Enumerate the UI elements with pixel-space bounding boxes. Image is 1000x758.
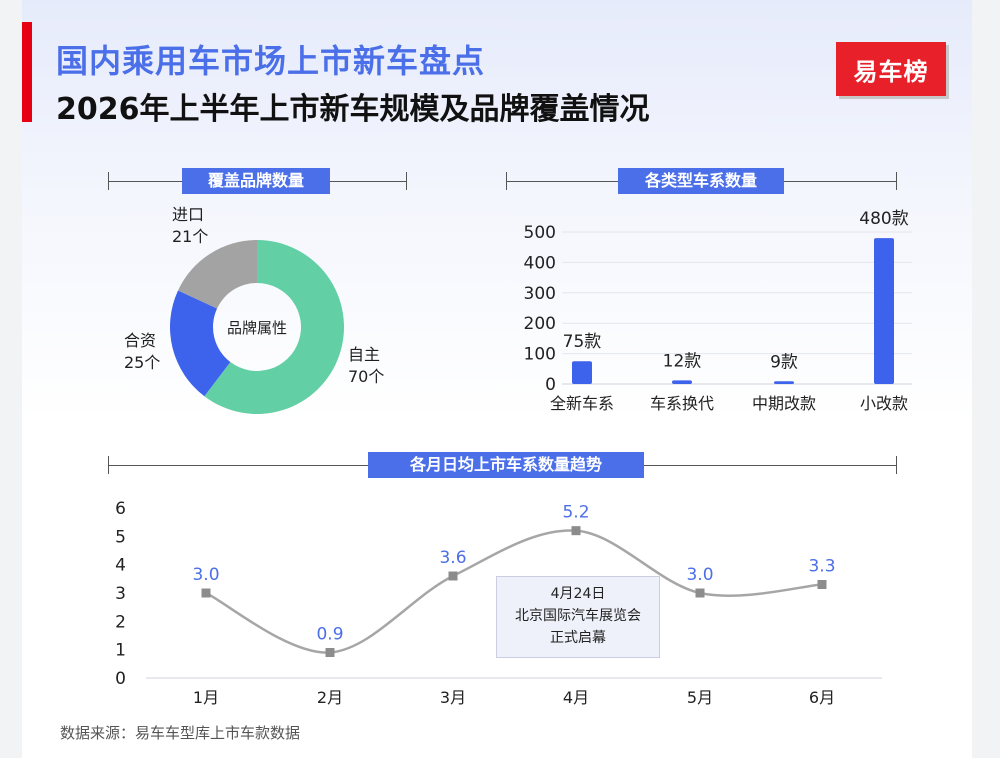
page-title: 国内乘用车市场上市新车盘点 <box>56 42 486 80</box>
line-y-tick-label: 5 <box>115 527 126 547</box>
line-category-label: 3月 <box>440 688 466 707</box>
slice-name: 合资 <box>124 331 157 350</box>
bar-y-tick-label: 400 <box>524 253 556 273</box>
line-category-label: 1月 <box>193 688 219 707</box>
line-data-label: 3.0 <box>686 565 713 585</box>
line-chart: 0 1 2 3 4 5 6 3.0 1月 0.9 2月 3.6 3月 5.2 4月 3.0 5月 3.3 6月 <box>115 499 882 707</box>
slice-name: 进口 <box>172 205 205 224</box>
annotation-line: 正式启幕 <box>550 630 606 646</box>
donut-label-jv: 合资 25个 <box>124 330 160 374</box>
line-data-label: 0.9 <box>316 625 343 645</box>
bar-y-tick-label: 100 <box>524 345 556 365</box>
slice-value: 70个 <box>348 367 385 386</box>
data-source-note: 数据来源：易车车型库上市车款数据 <box>60 724 301 742</box>
line-series <box>205 529 823 654</box>
line-category-label: 6月 <box>809 688 835 707</box>
bar-data-label: 12款 <box>663 351 702 371</box>
line-category-label: 4月 <box>563 688 589 707</box>
donut-chart: 品牌属性 <box>170 240 344 414</box>
donut-slice-2 <box>178 240 257 309</box>
bar-3 <box>874 238 894 384</box>
bar-y-tick-label: 300 <box>524 284 556 304</box>
line-chart-title: 各月日均上市车系数量趋势 <box>368 452 644 478</box>
bar-category-label: 车系换代 <box>650 394 714 413</box>
line-data-label: 3.0 <box>192 565 219 585</box>
line-data-label: 3.6 <box>439 548 466 568</box>
donut-label-import: 进口 21个 <box>172 204 208 248</box>
bar-1 <box>672 380 692 384</box>
line-category-label: 2月 <box>317 688 343 707</box>
page-subtitle: 2026年上半年上市新车规模及品牌覆盖情况 <box>56 92 650 127</box>
line-y-tick-label: 2 <box>115 612 126 632</box>
line-y-tick-label: 4 <box>115 556 126 576</box>
line-point <box>201 588 211 598</box>
slice-value: 25个 <box>124 353 161 372</box>
bar-0 <box>572 361 592 384</box>
line-data-label: 5.2 <box>562 503 589 523</box>
annotation-line: 北京国际汽车展览会 <box>515 608 641 624</box>
donut-center-label: 品牌属性 <box>227 319 287 337</box>
slice-value: 21个 <box>172 227 209 246</box>
infographic-card: 国内乘用车市场上市新车盘点 2026年上半年上市新车规模及品牌覆盖情况 易车榜 … <box>22 0 972 758</box>
slice-name: 自主 <box>348 345 381 364</box>
line-point <box>817 580 827 589</box>
line-point <box>448 571 458 581</box>
donut-slice-0 <box>204 240 344 414</box>
line-y-tick-label: 0 <box>115 669 126 689</box>
line-point <box>571 526 581 536</box>
bar-category-label: 全新车系 <box>550 394 614 413</box>
accent-bar <box>22 22 32 122</box>
donut-chart-title: 覆盖品牌数量 <box>182 168 330 194</box>
bar-category-label: 中期改款 <box>752 394 816 413</box>
bar-y-tick-label: 0 <box>545 375 556 395</box>
bar-chart-title: 各类型车系数量 <box>618 168 784 194</box>
bar-data-label: 480款 <box>859 209 908 229</box>
expo-annotation: 4月24日 北京国际汽车展览会 正式启幕 <box>496 576 660 658</box>
bar-data-label: 9款 <box>770 352 798 372</box>
line-y-tick-label: 1 <box>115 641 126 661</box>
bar-2 <box>774 381 794 384</box>
line-y-tick-label: 3 <box>115 584 126 604</box>
bar-data-label: 75款 <box>563 332 602 352</box>
donut-slice-1 <box>170 290 231 397</box>
brand-logo: 易车榜 <box>836 42 946 96</box>
line-data-label: 3.3 <box>808 557 835 577</box>
donut-label-domestic: 自主 70个 <box>348 344 384 388</box>
line-point <box>695 588 705 598</box>
line-point <box>325 648 335 657</box>
line-y-tick-label: 6 <box>115 499 126 519</box>
line-category-label: 5月 <box>687 688 713 707</box>
bar-category-label: 小改款 <box>860 394 908 413</box>
bar-y-tick-label: 200 <box>524 314 556 334</box>
annotation-line: 4月24日 <box>550 586 606 602</box>
bar-y-tick-label: 500 <box>524 223 556 243</box>
